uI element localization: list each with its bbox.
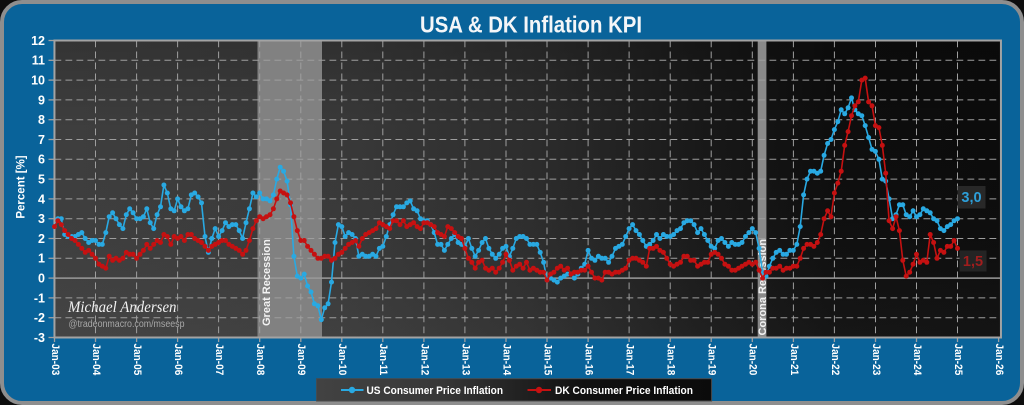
svg-text:Jan-17: Jan-17 [624, 344, 636, 376]
svg-text:-3: -3 [34, 331, 45, 345]
svg-text:Jan-08: Jan-08 [254, 344, 266, 376]
svg-text:DK Consumer Price Inflation: DK Consumer Price Inflation [555, 385, 693, 397]
svg-text:Jan-21: Jan-21 [788, 344, 800, 376]
svg-text:Jan-23: Jan-23 [870, 344, 882, 376]
svg-text:-1: -1 [34, 291, 45, 305]
svg-text:6: 6 [38, 153, 45, 167]
svg-text:Jan-22: Jan-22 [829, 344, 841, 376]
svg-text:3,0: 3,0 [961, 190, 981, 206]
svg-text:Great Recession: Great Recession [261, 239, 273, 326]
svg-text:@tradeonmacro.com/mseesp: @tradeonmacro.com/mseesp [69, 318, 185, 330]
svg-text:Jan-13: Jan-13 [459, 344, 471, 376]
svg-text:Jan-03: Jan-03 [49, 344, 61, 376]
svg-text:USA & DK Inflation KPI: USA & DK Inflation KPI [420, 12, 642, 38]
svg-text:Jan-04: Jan-04 [90, 344, 102, 377]
svg-text:8: 8 [38, 113, 45, 127]
svg-text:Jan-16: Jan-16 [583, 344, 595, 376]
svg-text:Michael Andersen: Michael Andersen [67, 299, 177, 316]
svg-text:7: 7 [38, 133, 45, 147]
svg-text:Jan-26: Jan-26 [993, 344, 1005, 376]
svg-text:4: 4 [38, 192, 45, 206]
svg-text:Jan-14: Jan-14 [500, 344, 512, 377]
svg-text:Jan-18: Jan-18 [665, 344, 677, 376]
svg-text:Jan-24: Jan-24 [911, 344, 923, 377]
svg-text:Jan-05: Jan-05 [131, 344, 143, 376]
svg-text:Jan-20: Jan-20 [747, 344, 759, 376]
svg-text:Jan-12: Jan-12 [418, 344, 430, 376]
svg-text:2: 2 [38, 232, 45, 246]
svg-text:1,5: 1,5 [963, 254, 983, 270]
svg-text:Jan-06: Jan-06 [172, 344, 184, 376]
svg-text:11: 11 [32, 54, 45, 68]
svg-text:Jan-09: Jan-09 [295, 344, 307, 376]
svg-text:US Consumer Price Inflation: US Consumer Price Inflation [367, 385, 504, 397]
svg-text:Percent [%]: Percent [%] [16, 155, 28, 218]
svg-text:Jan-15: Jan-15 [541, 344, 553, 376]
svg-text:Jan-25: Jan-25 [952, 344, 964, 376]
svg-text:Jan-07: Jan-07 [213, 344, 225, 376]
svg-text:12: 12 [31, 34, 45, 48]
svg-text:10: 10 [31, 74, 45, 88]
svg-text:1: 1 [38, 252, 45, 266]
svg-text:Jan-19: Jan-19 [706, 344, 718, 376]
svg-text:Corona Recession: Corona Recession [757, 239, 769, 336]
svg-text:9: 9 [38, 93, 45, 107]
svg-text:Jan-10: Jan-10 [336, 344, 348, 376]
svg-text:5: 5 [38, 173, 45, 187]
svg-text:-2: -2 [34, 311, 45, 325]
svg-text:0: 0 [38, 272, 45, 286]
svg-text:3: 3 [38, 212, 45, 226]
svg-text:Jan-11: Jan-11 [377, 344, 389, 376]
